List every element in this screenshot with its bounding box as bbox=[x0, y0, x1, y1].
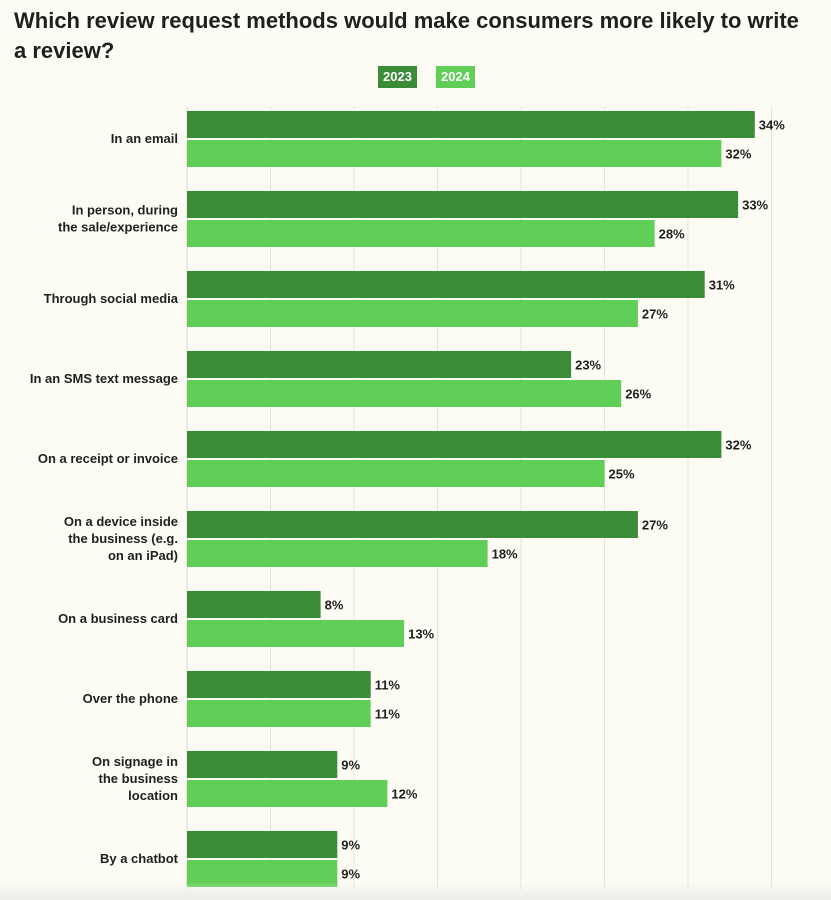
bar-2023-7 bbox=[187, 591, 321, 618]
bar-2024-9 bbox=[187, 780, 388, 807]
category-label: the business (e.g. bbox=[68, 531, 178, 546]
category-label: location bbox=[128, 788, 178, 803]
bar-2023-5 bbox=[187, 431, 722, 458]
data-label: 9% bbox=[341, 867, 360, 882]
data-label: 9% bbox=[341, 758, 360, 773]
category-label: In an SMS text message bbox=[30, 371, 178, 386]
data-label: 33% bbox=[742, 198, 768, 213]
bar-2024-5 bbox=[187, 460, 605, 487]
data-label: 31% bbox=[709, 278, 735, 293]
category-label: on an iPad) bbox=[108, 548, 178, 563]
bar-2023-8 bbox=[187, 671, 371, 698]
bar-2024-3 bbox=[187, 300, 638, 327]
category-label: Over the phone bbox=[83, 691, 178, 706]
category-label: On a business card bbox=[58, 611, 178, 626]
data-label: 27% bbox=[642, 518, 668, 533]
data-label: 11% bbox=[375, 678, 401, 693]
legend-item-2023: 2023 bbox=[378, 66, 417, 88]
data-label: 13% bbox=[408, 627, 434, 642]
category-label: In an email bbox=[111, 131, 178, 146]
category-label: By a chatbot bbox=[100, 851, 179, 866]
category-label: the business bbox=[99, 771, 178, 786]
category-label: On a device inside bbox=[64, 514, 178, 529]
bar-2023-3 bbox=[187, 271, 705, 298]
legend-item-2024: 2024 bbox=[436, 66, 475, 88]
bar-2023-2 bbox=[187, 191, 739, 218]
data-label: 12% bbox=[391, 787, 417, 802]
data-label: 28% bbox=[659, 227, 685, 242]
category-label: the sale/experience bbox=[58, 220, 178, 235]
data-label: 34% bbox=[759, 118, 785, 133]
category-label: In person, during bbox=[72, 203, 178, 218]
data-label: 9% bbox=[341, 838, 360, 853]
bar-2024-7 bbox=[187, 620, 405, 647]
category-label: On signage in bbox=[92, 754, 178, 769]
bar-2023-1 bbox=[187, 111, 755, 138]
data-label: 8% bbox=[325, 598, 344, 613]
bar-2024-4 bbox=[187, 380, 622, 407]
data-label: 18% bbox=[492, 547, 518, 562]
data-label: 32% bbox=[725, 147, 751, 162]
bar-2024-6 bbox=[187, 540, 488, 567]
data-label: 23% bbox=[575, 358, 601, 373]
bar-2023-9 bbox=[187, 751, 338, 778]
legend: 2023 2024 bbox=[0, 66, 831, 90]
data-label: 26% bbox=[625, 387, 651, 402]
bar-2023-10 bbox=[187, 831, 338, 858]
bottom-fade bbox=[0, 882, 831, 900]
data-label: 11% bbox=[375, 707, 401, 722]
category-label: On a receipt or invoice bbox=[38, 451, 178, 466]
bar-2023-6 bbox=[187, 511, 638, 538]
data-label: 27% bbox=[642, 307, 668, 322]
bar-2024-1 bbox=[187, 140, 722, 167]
chart-title: Which review request methods would make … bbox=[14, 8, 799, 63]
data-label: 32% bbox=[725, 438, 751, 453]
bar-2024-2 bbox=[187, 220, 655, 247]
data-label: 25% bbox=[609, 467, 635, 482]
category-label: Through social media bbox=[44, 291, 179, 306]
bar-2023-4 bbox=[187, 351, 572, 378]
bar-2024-8 bbox=[187, 700, 371, 727]
